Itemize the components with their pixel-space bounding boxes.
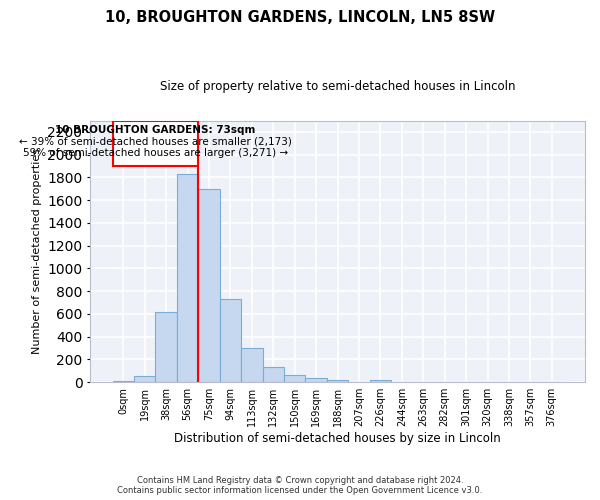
Bar [305,378,327,382]
Text: ← 39% of semi-detached houses are smaller (2,173): ← 39% of semi-detached houses are smalle… [19,136,292,146]
Bar [263,368,284,382]
Bar [220,299,241,382]
Bar [327,380,348,382]
Bar [241,348,263,382]
Text: 10 BROUGHTON GARDENS: 73sqm: 10 BROUGHTON GARDENS: 73sqm [55,125,256,135]
Text: 59% of semi-detached houses are larger (3,271) →: 59% of semi-detached houses are larger (… [23,148,288,158]
Bar [155,312,177,382]
Bar [370,380,391,382]
Bar [284,376,305,382]
X-axis label: Distribution of semi-detached houses by size in Lincoln: Distribution of semi-detached houses by … [174,432,501,445]
Bar [177,174,198,382]
Text: 10, BROUGHTON GARDENS, LINCOLN, LN5 8SW: 10, BROUGHTON GARDENS, LINCOLN, LN5 8SW [105,10,495,25]
Text: Contains HM Land Registry data © Crown copyright and database right 2024.
Contai: Contains HM Land Registry data © Crown c… [118,476,482,495]
Title: Size of property relative to semi-detached houses in Lincoln: Size of property relative to semi-detach… [160,80,515,93]
Bar [198,189,220,382]
Bar [113,121,198,166]
Y-axis label: Number of semi-detached properties: Number of semi-detached properties [32,148,41,354]
Bar [134,376,155,382]
